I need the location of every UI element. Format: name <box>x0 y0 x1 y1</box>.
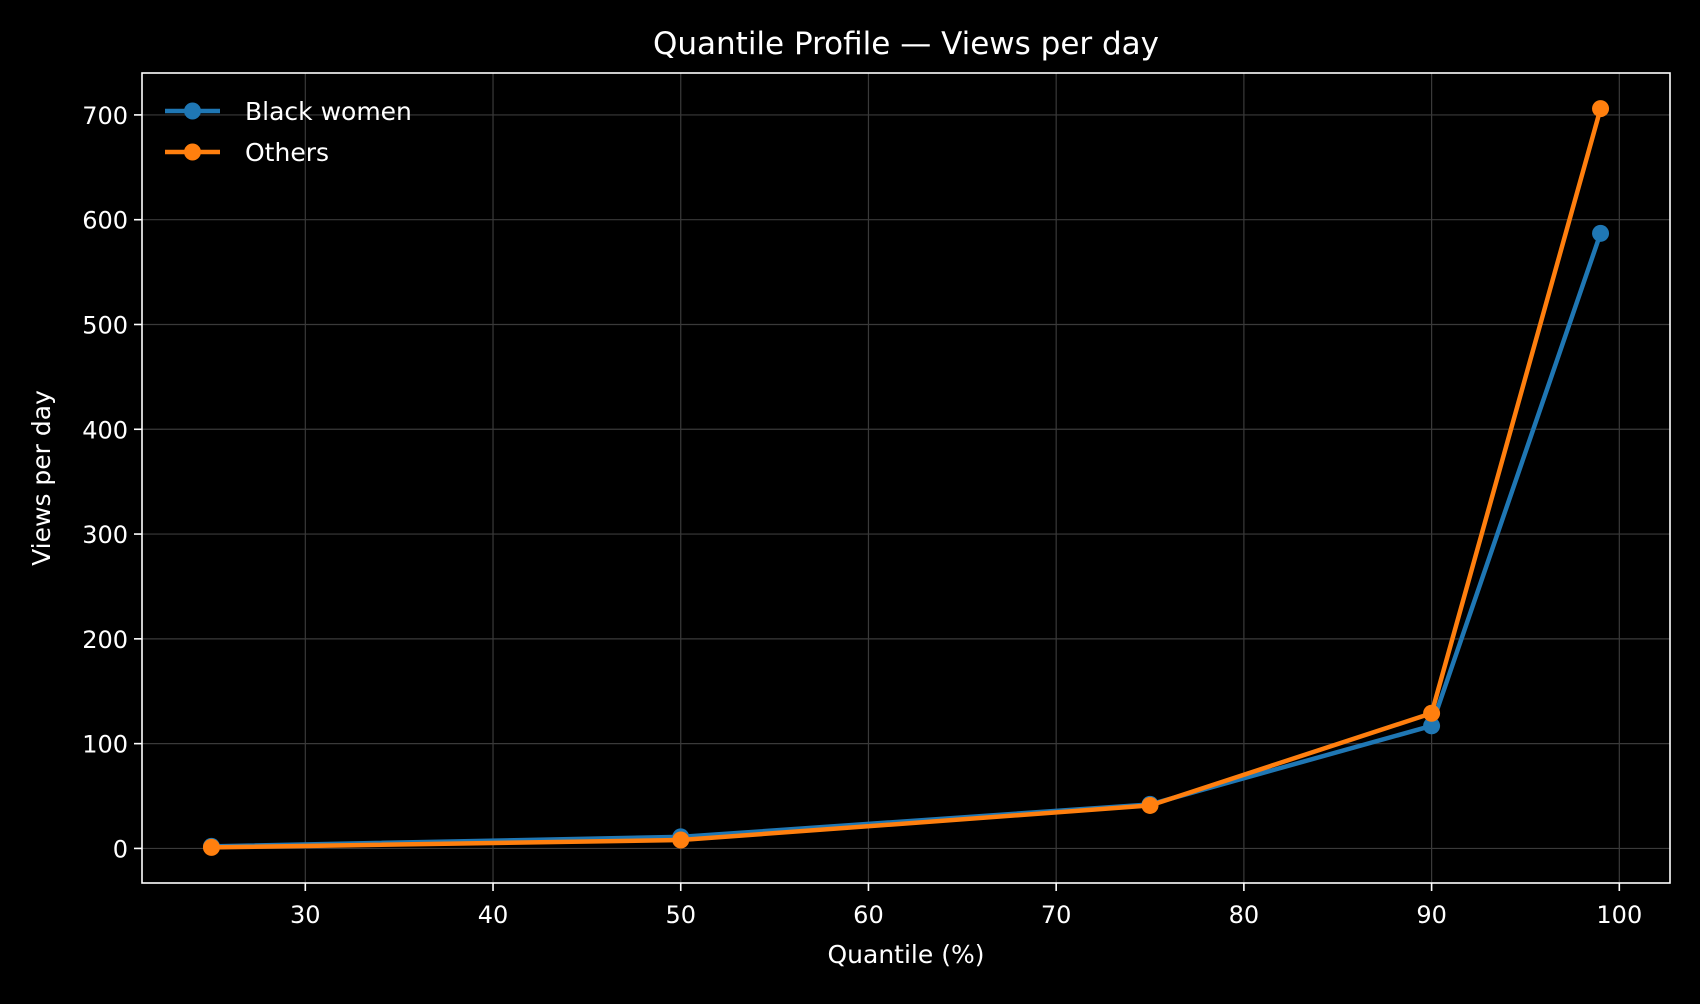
y-tick-label: 600 <box>82 207 128 235</box>
y-tick-label: 0 <box>113 835 128 863</box>
legend-label-black-women: Black women <box>245 97 412 126</box>
y-tick-label: 700 <box>82 102 128 130</box>
series-line-black-women <box>209 231 1603 849</box>
data-point-others <box>1592 100 1610 118</box>
data-point-black-women <box>1592 224 1610 242</box>
legend-label-others: Others <box>245 138 329 167</box>
legend: Black women Others <box>165 97 412 167</box>
data-point-others <box>202 838 220 856</box>
series-layer <box>202 100 1610 856</box>
y-tick-label: 200 <box>82 626 128 654</box>
y-tick-label: 400 <box>82 416 128 444</box>
x-axis-label: Quantile (%) <box>828 940 985 969</box>
data-point-others <box>1423 704 1441 722</box>
tick-layer: 30 40 50 60 70 80 90 100 0 100 200 300 400 500 600 700 <box>82 102 1642 929</box>
data-point-others <box>1141 796 1159 814</box>
x-tick-label: 40 <box>478 901 509 929</box>
y-tick-label: 500 <box>82 311 128 339</box>
y-tick-label: 300 <box>82 521 128 549</box>
y-tick-label: 100 <box>82 731 128 759</box>
x-tick-label: 100 <box>1596 901 1642 929</box>
x-tick-label: 80 <box>1229 901 1260 929</box>
x-tick-label: 30 <box>290 901 321 929</box>
legend-marker-black-women <box>184 102 201 120</box>
x-tick-label: 60 <box>853 901 884 929</box>
x-tick-label: 90 <box>1416 901 1447 929</box>
legend-marker-others <box>184 143 201 161</box>
y-axis-label: Views per day <box>27 390 56 566</box>
x-tick-label: 50 <box>665 901 696 929</box>
chart-title: Quantile Profile — Views per day <box>653 26 1159 62</box>
data-point-black-women <box>1423 717 1441 735</box>
data-point-others <box>672 831 690 849</box>
x-tick-label: 70 <box>1041 901 1072 929</box>
grid-layer <box>142 73 1670 883</box>
plot-frame <box>141 72 1671 884</box>
